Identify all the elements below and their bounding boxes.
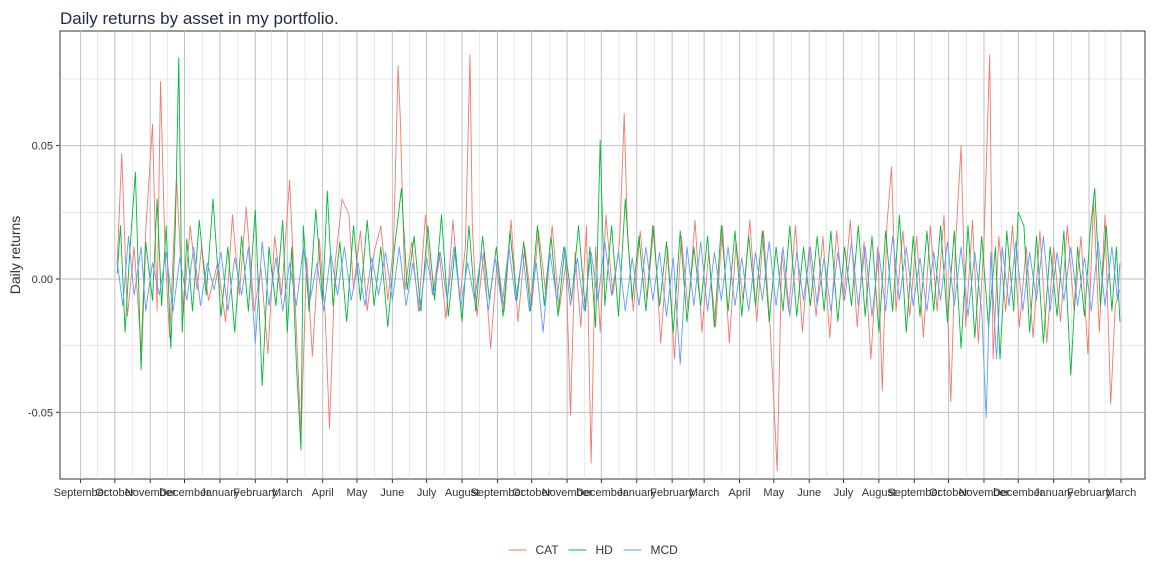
- x-tick-label: April: [729, 487, 751, 499]
- x-tick-label: June: [797, 487, 821, 499]
- x-tick-label: May: [347, 487, 368, 499]
- x-tick-label: October: [95, 487, 134, 499]
- x-tick-label: November: [542, 487, 593, 499]
- x-tick-label: January: [1034, 487, 1074, 499]
- x-tick-label: April: [312, 487, 334, 499]
- legend: CAT HD MCD: [508, 543, 679, 557]
- x-axis: SeptemberOctoberNovemberDecemberJanuaryF…: [54, 479, 1137, 499]
- y-tick-label: 0.00: [32, 274, 53, 286]
- y-tick-label: 0.05: [32, 141, 53, 153]
- legend-label-mcd: MCD: [651, 543, 679, 557]
- series-line-hd: [116, 57, 1121, 451]
- x-tick-label: March: [272, 487, 303, 499]
- x-tick-label: November: [125, 487, 176, 499]
- x-tick-label: December: [159, 487, 210, 499]
- y-axis-title: Daily returns: [7, 216, 23, 295]
- x-tick-label: July: [417, 487, 437, 499]
- x-tick-label: February: [1067, 487, 1112, 499]
- x-tick-label: February: [233, 487, 278, 499]
- x-tick-label: March: [1106, 487, 1137, 499]
- x-tick-label: November: [959, 487, 1010, 499]
- x-tick-label: March: [689, 487, 720, 499]
- y-axis: -0.05 0.00 0.05: [28, 141, 60, 419]
- x-tick-label: June: [380, 487, 404, 499]
- x-tick-label: October: [929, 487, 968, 499]
- x-tick-label: February: [650, 487, 695, 499]
- plot-panel: [59, 30, 1146, 480]
- x-tick-label: August: [862, 487, 896, 499]
- x-tick-label: September: [887, 487, 941, 499]
- y-tick-label: -0.05: [28, 407, 53, 419]
- x-tick-label: January: [200, 487, 240, 499]
- x-tick-label: December: [576, 487, 627, 499]
- legend-label-cat: CAT: [536, 543, 560, 557]
- x-tick-label: September: [471, 487, 525, 499]
- chart-title: Daily returns by asset in my portfolio.: [60, 9, 339, 28]
- x-tick-label: August: [445, 487, 479, 499]
- x-tick-label: May: [763, 487, 784, 499]
- x-tick-label: December: [993, 487, 1044, 499]
- series-lines: [116, 54, 1121, 472]
- series-line-mcd: [116, 235, 1121, 419]
- x-tick-label: July: [834, 487, 854, 499]
- x-tick-label: January: [617, 487, 657, 499]
- x-tick-label: October: [512, 487, 551, 499]
- x-tick-label: September: [54, 487, 108, 499]
- major-gridlines: [60, 31, 1145, 479]
- legend-label-hd: HD: [596, 543, 614, 557]
